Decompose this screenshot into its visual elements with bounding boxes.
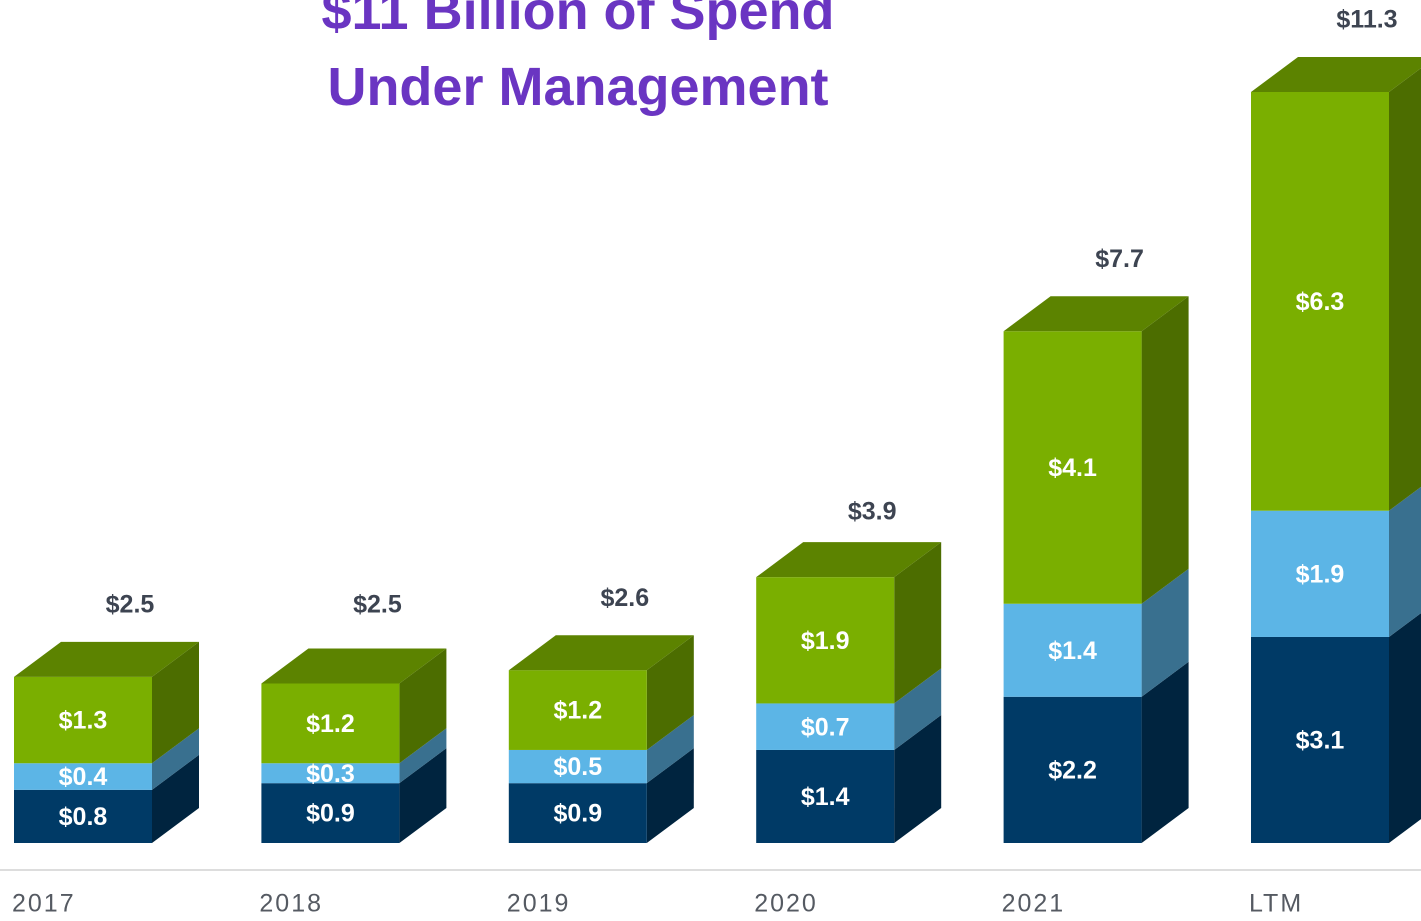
data-label: $1.4	[801, 783, 850, 811]
bar-segment	[756, 577, 895, 704]
bar-segment	[14, 789, 152, 843]
bar-side	[1141, 296, 1189, 604]
bar-side	[399, 648, 447, 764]
bar-side	[152, 641, 199, 764]
data-label: $3.1	[1296, 727, 1345, 755]
x-tick-label: 2018	[259, 890, 323, 918]
total-label: $11.3	[1336, 6, 1397, 34]
data-label: $0.9	[306, 800, 355, 828]
data-label: $2.2	[1048, 757, 1097, 785]
bar-top	[14, 641, 199, 677]
data-label: $0.3	[306, 760, 355, 788]
bar-segment	[508, 783, 647, 843]
data-label: $1.3	[59, 707, 108, 735]
chart-title: $11 Billion of Spend Under Management	[321, 0, 834, 117]
bar-side	[399, 728, 447, 784]
bar-segment	[1003, 331, 1142, 604]
bar-side	[1141, 568, 1189, 697]
total-label: $2.5	[353, 590, 402, 618]
bar-segment	[1251, 92, 1389, 511]
data-label: $1.2	[553, 697, 602, 725]
bar-side	[894, 668, 942, 750]
bar-top	[508, 635, 694, 671]
bar-side	[646, 714, 694, 784]
x-tick-label: 2021	[1002, 890, 1066, 918]
data-label: $0.5	[553, 753, 602, 781]
total-label: $3.9	[848, 497, 897, 525]
bar-segment	[1003, 696, 1142, 843]
bar-top	[1251, 57, 1421, 92]
data-label: $1.4	[1048, 637, 1097, 665]
bar-segment	[508, 670, 647, 750]
x-tick-label: 2020	[754, 890, 818, 918]
bar-segment	[756, 749, 895, 843]
bar-side	[894, 542, 942, 704]
bar-side	[152, 728, 199, 790]
bar-segment	[261, 683, 400, 764]
bar-segment	[1003, 603, 1142, 697]
bar-segment	[1251, 510, 1389, 637]
bar-segment	[1251, 636, 1389, 843]
bar-side	[646, 748, 694, 843]
data-label: $4.1	[1048, 454, 1097, 482]
bar-side	[646, 635, 694, 750]
bar-segment	[756, 703, 895, 750]
bar-side	[152, 754, 199, 843]
bar-top	[261, 648, 447, 684]
data-label: $1.9	[1296, 560, 1345, 588]
x-tick-label: 2019	[507, 890, 571, 918]
bar-side	[1389, 486, 1421, 637]
data-label: $1.9	[801, 627, 850, 655]
x-tick-label: LTM	[1249, 890, 1303, 918]
bar-segment	[508, 749, 647, 784]
bar-segment	[14, 676, 152, 764]
total-label: $7.7	[1095, 245, 1144, 273]
bar-side	[1389, 613, 1421, 843]
data-label: $0.7	[801, 713, 850, 741]
data-label: $0.8	[59, 803, 108, 831]
bar-segment	[261, 783, 400, 843]
bar-top	[1003, 296, 1189, 332]
data-label: $1.2	[306, 710, 355, 738]
bar-segment	[14, 763, 152, 790]
data-label: $0.4	[59, 763, 108, 791]
total-label: $2.6	[600, 584, 649, 612]
bar-side	[894, 714, 942, 843]
bar-side	[1389, 68, 1421, 511]
bar-top	[756, 542, 942, 578]
total-label: $2.5	[106, 590, 155, 618]
bar-segment	[261, 763, 400, 784]
x-tick-label: 2017	[12, 890, 76, 918]
data-label: $6.3	[1296, 288, 1345, 316]
bar-side	[399, 748, 447, 843]
data-label: $0.9	[553, 800, 602, 828]
bar-side	[1141, 661, 1189, 843]
